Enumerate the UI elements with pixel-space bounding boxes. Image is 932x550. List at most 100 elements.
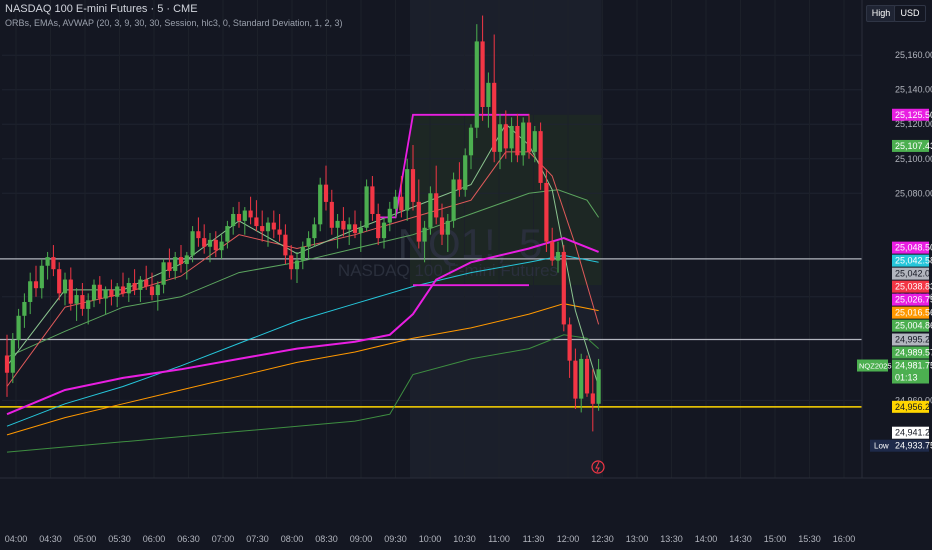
candle [207, 232, 213, 263]
time-tick-label: 12:00 [557, 534, 580, 544]
candle [173, 251, 178, 280]
candle [358, 220, 363, 252]
candle-body [294, 260, 300, 270]
candle [62, 272, 68, 306]
candle [347, 217, 352, 246]
candle [103, 286, 108, 315]
candle [196, 217, 201, 247]
candle-body [347, 224, 352, 230]
candle-body [352, 224, 358, 233]
candle [236, 201, 242, 228]
candle [416, 179, 421, 249]
candle [283, 224, 288, 265]
candle [341, 207, 346, 237]
price-badge [892, 280, 929, 293]
candle-body [22, 301, 27, 316]
candle [265, 217, 271, 247]
candle-body [468, 127, 474, 156]
time-tick-label: 08:00 [281, 534, 304, 544]
time-tick-label: 14:30 [729, 534, 752, 544]
price-tick-label: 25,160.00 [895, 50, 932, 60]
candle-body [231, 213, 236, 227]
candle [91, 279, 97, 308]
candle [225, 220, 230, 249]
candle [68, 267, 73, 311]
candle [561, 245, 566, 332]
candle [434, 165, 439, 225]
candle-body [463, 155, 468, 190]
candle-body [190, 231, 195, 256]
price-tick-label: 24,960.00 [895, 395, 932, 405]
candle [149, 272, 155, 301]
time-tick-label: 04:00 [5, 534, 28, 544]
candle-body [318, 184, 323, 225]
candle [364, 179, 369, 232]
candle-body [428, 193, 433, 228]
time-tick-label: 11:30 [523, 534, 545, 544]
price-badge-label: 25,107.43 [895, 141, 932, 151]
candle [474, 24, 479, 139]
candle-body [10, 339, 15, 373]
price-tick-label: 25,080.00 [895, 188, 932, 198]
candle [4, 334, 10, 397]
high-button[interactable]: High [866, 5, 896, 22]
candle-body [422, 227, 427, 242]
candle-body [300, 246, 305, 261]
candle-body [573, 360, 578, 399]
candle [144, 265, 149, 290]
candle-body [161, 262, 166, 285]
candle-body [219, 241, 224, 251]
candle-body [526, 122, 532, 152]
price-badge [892, 439, 929, 452]
candle [596, 358, 601, 411]
candle [352, 210, 358, 239]
candle [178, 245, 184, 273]
avwap-line [6, 237, 599, 416]
candle [532, 125, 537, 163]
candle [410, 144, 416, 211]
candle-body [248, 210, 253, 218]
candle-body [155, 284, 160, 296]
price-badge-label: 25,004.86 [895, 321, 932, 331]
candle [526, 113, 532, 159]
candle [428, 186, 433, 235]
candle [10, 333, 15, 384]
candle-body [196, 231, 201, 239]
candle-body [109, 289, 114, 297]
candle [318, 177, 323, 232]
candle-body [364, 186, 369, 228]
candle [509, 117, 514, 163]
price-badge-label: 24,941.25 [895, 428, 932, 438]
candle [503, 110, 508, 159]
price-badge [892, 319, 929, 332]
candle [573, 348, 578, 409]
countdown-label: 01:13 [895, 373, 918, 383]
candle [463, 148, 468, 197]
candle [213, 231, 218, 258]
price-badge-label: 25,125.50 [895, 110, 932, 120]
candle-body [387, 208, 392, 223]
candle-body [277, 229, 282, 235]
candle-body [329, 201, 334, 228]
price-badge [892, 241, 929, 254]
candle-body [410, 169, 416, 202]
indicators-legend: ORBs, EMAs, AVWAP (20, 3, 9, 30, 30, Ses… [5, 18, 343, 28]
candle-body [51, 257, 56, 270]
candle-body [567, 324, 572, 361]
candle-body [405, 169, 410, 211]
candle-body [283, 234, 288, 256]
candle-body [97, 284, 102, 299]
candle-body [584, 358, 590, 394]
candle [486, 72, 491, 128]
price-badge [892, 306, 929, 319]
candle [45, 251, 50, 280]
currency-button[interactable]: USD [894, 5, 926, 22]
candle [260, 210, 265, 242]
candle-body [521, 122, 526, 156]
candle-body [393, 196, 398, 209]
ema-orange-line [6, 303, 599, 436]
time-tick-label: 04:30 [39, 534, 62, 544]
candle [277, 213, 282, 242]
candle [451, 172, 456, 228]
